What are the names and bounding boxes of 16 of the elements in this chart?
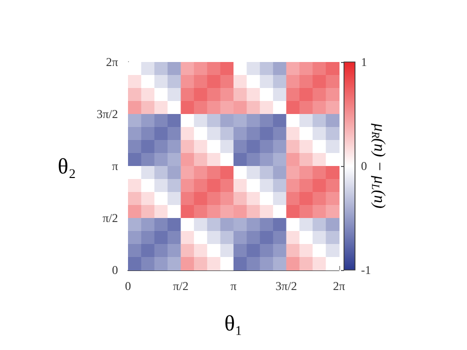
y-tick-label: 2π (106, 55, 118, 69)
y-tick-label: 0 (112, 263, 118, 277)
color-bar-label: 0 (361, 159, 367, 173)
x-tick-label: 2π (332, 279, 346, 293)
color-bar-title: μR(n) − μL(n) (369, 122, 388, 209)
y-tick-label: π (112, 159, 118, 173)
x-axis-title: θ₁ (224, 310, 243, 336)
x-tick-label: π (230, 279, 237, 293)
x-tick-label: π/2 (173, 279, 188, 293)
y-tick-label: 3π/2 (96, 107, 118, 121)
x-tick-label: 0 (125, 279, 131, 293)
color-bar-label: 1 (361, 55, 367, 69)
y-axis-title: θ₂ (58, 154, 76, 178)
x-tick-label: 3π/2 (276, 279, 297, 293)
y-tick-label: π/2 (102, 211, 118, 225)
color-bar-label: -1 (361, 263, 371, 277)
